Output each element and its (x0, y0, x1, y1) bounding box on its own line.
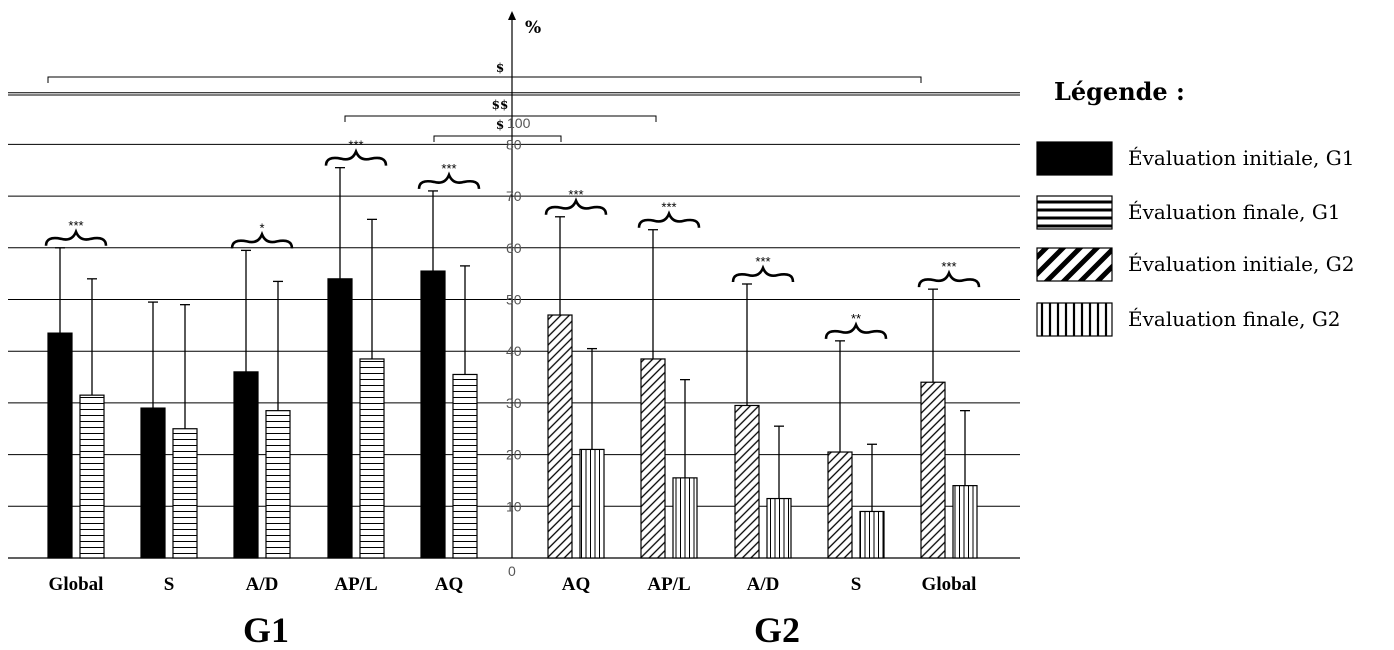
bar-g1-final (79, 394, 105, 559)
bar-g2-initial (827, 451, 853, 559)
y-tick-label: 80 (506, 136, 522, 152)
group-label-g2: G2 (754, 610, 800, 650)
significance-label: ** (851, 311, 861, 326)
legend-label: Évaluation initiale, G1 (1128, 146, 1354, 170)
comparison-bracket-label: $ (496, 118, 504, 132)
group-label-g1: G1 (243, 610, 289, 650)
significance-brace (324, 148, 388, 166)
y-tick-label: 50 (506, 292, 522, 308)
y-tick-label: 20 (506, 447, 522, 463)
significance-label: *** (348, 138, 363, 153)
comparison-bracket (47, 76, 922, 83)
category-label: A/D (246, 574, 279, 595)
bar-g2-final (766, 497, 792, 559)
legend-swatch (1036, 302, 1113, 337)
significance-brace (417, 171, 481, 190)
bar-g1-initial (233, 371, 259, 559)
bar-g2-initial (547, 314, 573, 559)
significance-label: *** (441, 161, 456, 176)
bar-g1-final (359, 358, 385, 559)
bar-g1-initial (140, 407, 166, 559)
bar-g1-final (172, 428, 198, 559)
bar-g1-initial (420, 270, 446, 559)
legend-swatch (1036, 247, 1113, 282)
comparison-bracket-label: $ (496, 61, 504, 75)
y-axis-arrow (508, 11, 516, 20)
bar-g2-final (579, 448, 605, 559)
y-tick-label: 0 (508, 563, 516, 579)
bar-g1-initial (47, 332, 73, 559)
significance-brace (544, 197, 608, 215)
y-tick-label: 60 (506, 240, 522, 256)
category-label: Global (49, 574, 104, 595)
y-tick-label: 10 (506, 498, 522, 514)
category-label: AP/L (647, 574, 690, 595)
category-label: S (164, 574, 175, 595)
category-label: A/D (747, 574, 780, 595)
significance-brace (731, 264, 795, 283)
category-labels: Global S A/D AP/L AQ G1 AQ AP/L A/D S Global G2 (49, 574, 977, 650)
category-label: S (851, 574, 862, 595)
legend-label: Évaluation finale, G1 (1128, 200, 1341, 224)
bar-g1-final (265, 410, 291, 559)
significance-brace (44, 228, 108, 246)
y-axis: % 0 10 20 30 40 50 60 70 80 100 (506, 11, 541, 579)
legend: Légende : Évaluation initiale, G1 Évaluati… (1036, 77, 1354, 337)
legend-label: Évaluation initiale, G2 (1128, 252, 1354, 276)
significance-label: *** (941, 259, 956, 274)
category-label: AQ (562, 574, 591, 595)
significance-brace (637, 210, 701, 228)
comparison-bracket-label: $$ (492, 98, 509, 112)
bar-g2-final (672, 477, 698, 559)
comparison-brackets: $$$$ (47, 61, 922, 142)
bars: *** ********************* (44, 138, 981, 559)
y-tick-label: 40 (506, 343, 522, 359)
legend-swatch (1036, 141, 1113, 176)
significance-brace (230, 230, 294, 249)
significance-brace (824, 321, 888, 339)
category-label: Global (922, 574, 977, 595)
bar-g2-initial (920, 381, 946, 559)
comparison-bracket (433, 135, 562, 142)
bar-g1-final (452, 373, 478, 559)
category-label: AP/L (334, 574, 377, 595)
y-tick-label: 70 (506, 188, 522, 204)
legend-title: Légende : (1054, 77, 1185, 106)
significance-label: *** (68, 218, 83, 233)
significance-label: * (259, 220, 264, 235)
y-tick-label: 30 (506, 395, 522, 411)
significance-label: *** (755, 254, 770, 269)
y-unit-label: % (525, 18, 541, 38)
comparison-bracket (344, 115, 657, 122)
bar-g2-initial (640, 358, 666, 559)
bar-g2-initial (734, 404, 760, 559)
bar-g2-final (952, 485, 978, 559)
bar-g1-initial (327, 278, 353, 559)
category-label: AQ (435, 574, 464, 595)
significance-label: *** (568, 187, 583, 202)
significance-label: *** (661, 200, 676, 215)
legend-swatch (1036, 195, 1113, 230)
significance-brace (917, 269, 981, 288)
legend-label: Évaluation finale, G2 (1128, 307, 1341, 331)
bar-g2-final (859, 510, 885, 559)
y-tick-label: 100 (507, 115, 531, 131)
